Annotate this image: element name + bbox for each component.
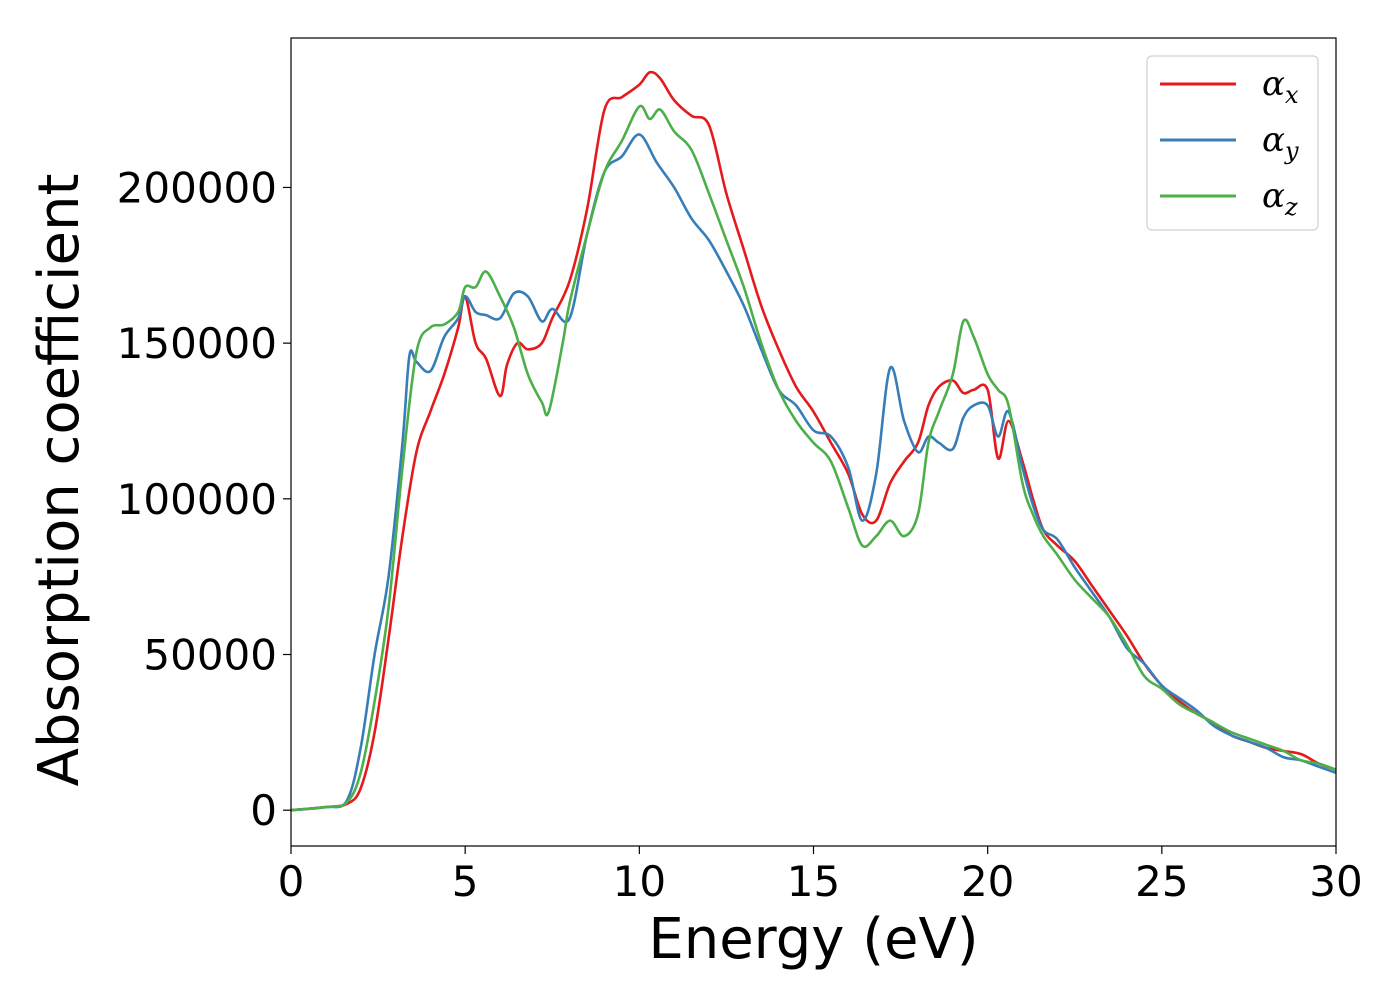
series-layer: [290, 70, 1337, 812]
x-tick-label: 20: [961, 857, 1014, 906]
series-line-z: [290, 104, 1337, 812]
series-line-y: [290, 133, 1337, 812]
legend: αx αy αz: [1146, 55, 1319, 231]
y-tick-label: 50000: [143, 631, 277, 680]
x-tick-label: 5: [452, 857, 479, 906]
legend-label-y: αy: [1262, 120, 1299, 165]
legend-label-x: αx: [1262, 64, 1299, 109]
x-tick-label: 15: [787, 857, 840, 906]
series-line-x: [290, 70, 1337, 812]
y-axis-title: Absorption coefficient: [27, 174, 92, 787]
x-axis-title: Energy (eV): [648, 907, 978, 972]
x-tick-label: 0: [278, 857, 305, 906]
y-tick-label: 100000: [117, 475, 277, 524]
y-tick-label: 200000: [117, 163, 277, 212]
x-tick-label: 25: [1135, 857, 1188, 906]
y-tick-label: 150000: [117, 319, 277, 368]
x-axis-ticks: 0 5 10 15 20 25 30: [278, 846, 1363, 906]
y-axis-ticks: 0 50000 100000 150000 200000: [117, 163, 291, 835]
x-tick-label: 10: [613, 857, 666, 906]
y-tick-label: 0: [250, 786, 277, 835]
x-tick-label: 30: [1309, 857, 1362, 906]
legend-box: [1146, 55, 1319, 231]
legend-label-z: αz: [1262, 176, 1298, 221]
